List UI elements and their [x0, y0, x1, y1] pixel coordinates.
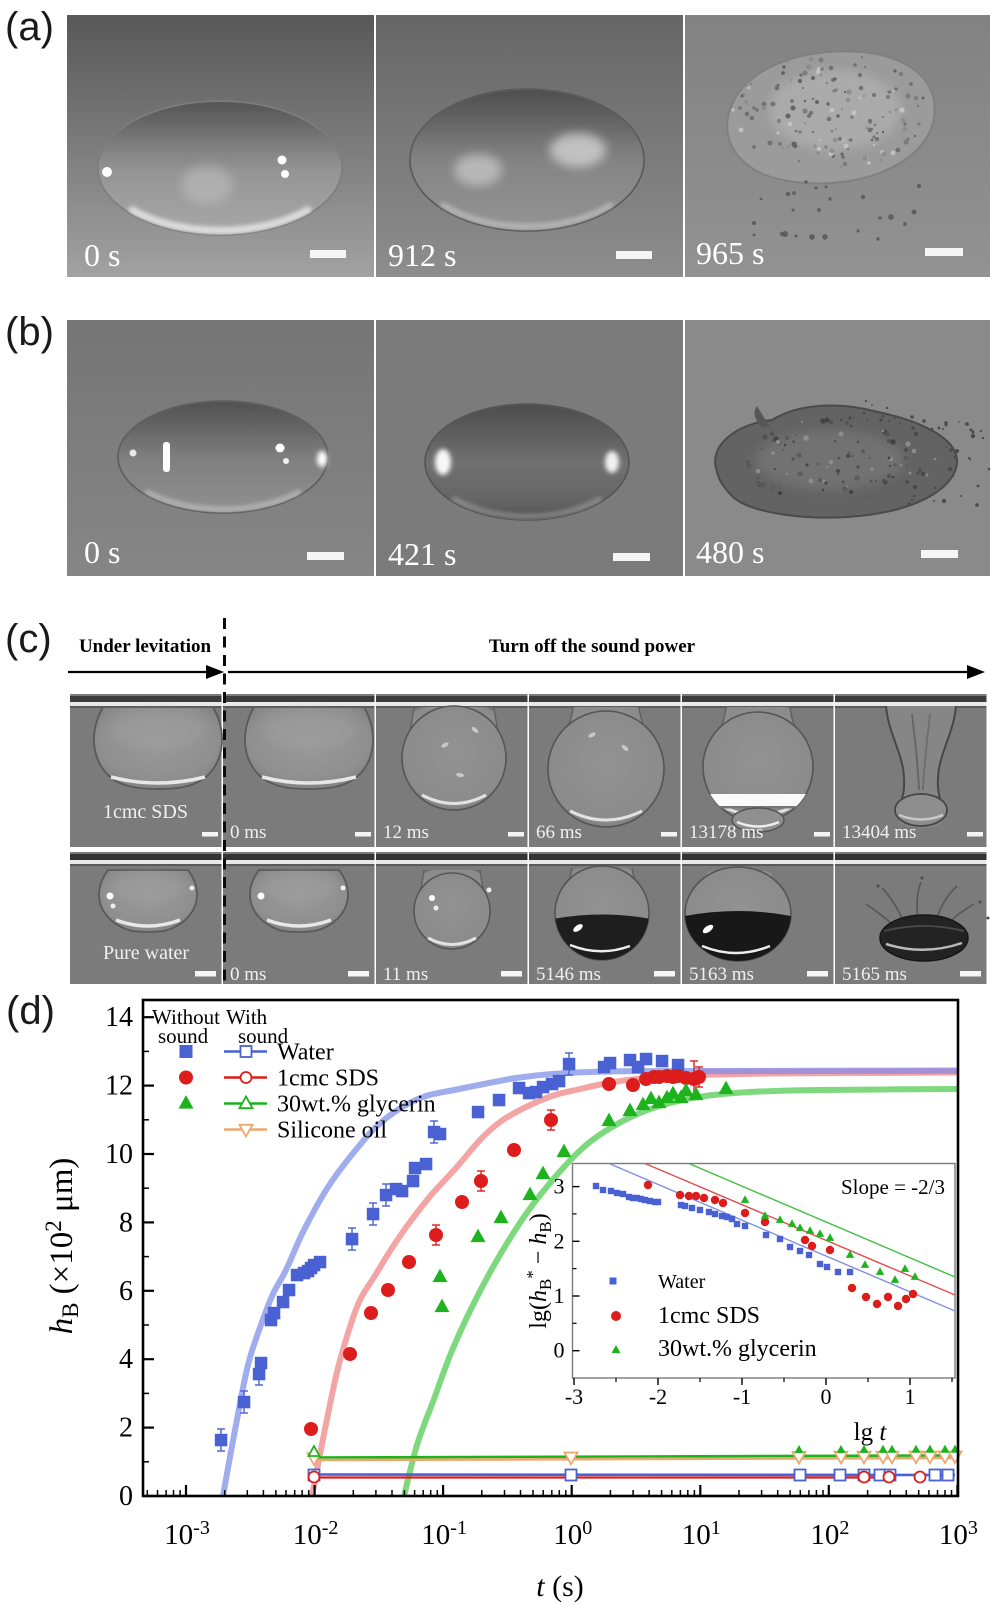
svg-text:Water: Water: [658, 1271, 706, 1293]
svg-text:(d): (d): [6, 989, 55, 1033]
svg-text:0 s: 0 s: [84, 237, 120, 273]
svg-text:t (s): t (s): [536, 1570, 584, 1603]
svg-text:-3: -3: [565, 1384, 583, 1409]
svg-text:66 ms: 66 ms: [536, 822, 582, 843]
svg-text:0: 0: [119, 1481, 133, 1512]
svg-text:1cmc SDS: 1cmc SDS: [277, 1066, 379, 1092]
svg-text:0 ms: 0 ms: [230, 964, 266, 985]
svg-text:5146 ms: 5146 ms: [536, 964, 601, 985]
svg-text:lg t: lg t: [854, 1419, 888, 1446]
svg-text:0: 0: [821, 1384, 832, 1409]
svg-text:-2: -2: [649, 1384, 667, 1409]
svg-text:12 ms: 12 ms: [383, 822, 429, 843]
svg-text:6: 6: [119, 1276, 133, 1307]
svg-text:With: With: [226, 1005, 268, 1029]
svg-text:8: 8: [119, 1207, 133, 1238]
svg-text:1: 1: [905, 1384, 916, 1409]
svg-text:2: 2: [554, 1228, 565, 1253]
svg-text:1: 1: [554, 1283, 565, 1308]
svg-text:480 s: 480 s: [696, 534, 764, 570]
svg-text:Pure water: Pure water: [103, 942, 189, 964]
svg-text:0 ms: 0 ms: [230, 822, 266, 843]
svg-text:lg(hB* − hB): lg(hB* − hB): [523, 1213, 555, 1328]
svg-text:sound: sound: [238, 1024, 289, 1048]
svg-text:13178 ms: 13178 ms: [689, 822, 763, 843]
svg-text:12: 12: [105, 1071, 133, 1102]
svg-text:(b): (b): [5, 310, 54, 354]
svg-text:-1: -1: [733, 1384, 751, 1409]
svg-text:5165 ms: 5165 ms: [842, 964, 907, 985]
svg-text:1cmc SDS: 1cmc SDS: [103, 801, 188, 823]
svg-text:3: 3: [554, 1174, 565, 1199]
svg-text:14: 14: [105, 1002, 133, 1033]
svg-text:sound: sound: [158, 1024, 209, 1048]
svg-text:10: 10: [105, 1139, 133, 1170]
svg-text:13404 ms: 13404 ms: [842, 822, 916, 843]
svg-text:912 s: 912 s: [388, 237, 456, 273]
svg-text:11 ms: 11 ms: [383, 964, 428, 985]
svg-text:4: 4: [119, 1344, 133, 1375]
svg-text:5163 ms: 5163 ms: [689, 964, 754, 985]
svg-text:1cmc SDS: 1cmc SDS: [658, 1303, 760, 1329]
svg-text:0 s: 0 s: [84, 534, 120, 570]
svg-text:Under levitation: Under levitation: [79, 636, 212, 657]
svg-text:Water: Water: [277, 1040, 334, 1066]
svg-text:Without: Without: [152, 1005, 220, 1029]
svg-text:0: 0: [554, 1338, 565, 1363]
svg-text:965 s: 965 s: [696, 235, 764, 271]
svg-text:2: 2: [119, 1413, 133, 1444]
svg-text:30wt.% glycerin: 30wt.% glycerin: [658, 1336, 817, 1362]
svg-text:(c): (c): [5, 617, 52, 661]
svg-text:30wt.% glycerin: 30wt.% glycerin: [277, 1092, 436, 1118]
svg-text:Turn off the sound power: Turn off the sound power: [489, 636, 696, 657]
svg-text:Slope = -2/3: Slope = -2/3: [841, 1175, 945, 1199]
svg-text:Silicone oil: Silicone oil: [277, 1118, 387, 1144]
svg-text:(a): (a): [5, 5, 54, 49]
svg-text:10-3: 10-3: [164, 1517, 210, 1551]
svg-text:421 s: 421 s: [388, 536, 456, 572]
